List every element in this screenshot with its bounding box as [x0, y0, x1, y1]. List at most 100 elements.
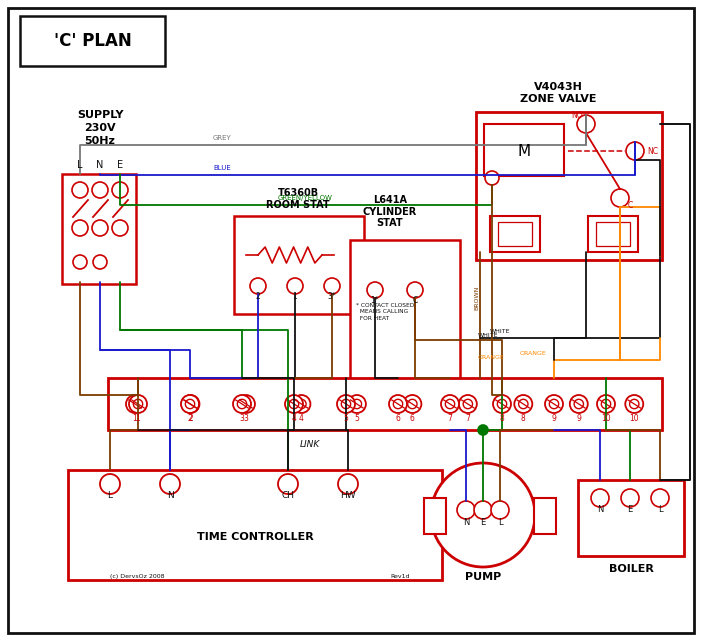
Circle shape	[100, 474, 120, 494]
Bar	[108, 378, 662, 430]
Text: * CONTACT CLOSED
  MEANS CALLING
  FOR HEAT: * CONTACT CLOSED MEANS CALLING FOR HEAT	[356, 303, 414, 321]
Circle shape	[404, 395, 421, 413]
Circle shape	[591, 489, 609, 507]
Circle shape	[341, 399, 351, 409]
Text: 1: 1	[135, 414, 140, 423]
Circle shape	[408, 399, 417, 409]
Text: 2: 2	[187, 414, 192, 423]
Text: C: C	[412, 296, 418, 305]
Circle shape	[72, 220, 88, 236]
Text: 'C' PLAN: 'C' PLAN	[54, 32, 132, 50]
Circle shape	[515, 395, 532, 413]
Circle shape	[651, 489, 669, 507]
Text: GREEN/YELLOW: GREEN/YELLOW	[278, 195, 333, 201]
Circle shape	[297, 399, 306, 409]
Circle shape	[431, 463, 535, 567]
Text: SUPPLY
230V
50Hz: SUPPLY 230V 50Hz	[77, 110, 124, 146]
Circle shape	[250, 278, 266, 294]
Bar	[578, 480, 684, 556]
Circle shape	[338, 474, 358, 494]
Text: BLUE: BLUE	[213, 165, 231, 171]
Bar	[588, 216, 638, 252]
Circle shape	[577, 115, 595, 133]
Circle shape	[478, 425, 488, 435]
Text: N: N	[166, 491, 173, 500]
Circle shape	[126, 395, 144, 413]
Circle shape	[389, 395, 407, 413]
Circle shape	[285, 395, 303, 413]
Text: L: L	[77, 160, 83, 170]
Bar	[234, 216, 364, 314]
Circle shape	[112, 182, 128, 198]
Bar	[596, 222, 630, 246]
Text: 6: 6	[410, 414, 415, 423]
Circle shape	[352, 399, 362, 409]
Text: 8: 8	[521, 414, 526, 423]
Circle shape	[237, 395, 255, 413]
Circle shape	[491, 501, 509, 519]
Text: HW: HW	[340, 491, 356, 500]
Text: Rev1d: Rev1d	[390, 574, 409, 579]
Circle shape	[133, 399, 143, 409]
Text: E: E	[480, 518, 486, 527]
Text: 9: 9	[552, 414, 557, 423]
Text: 5: 5	[343, 414, 348, 423]
Bar	[68, 470, 442, 580]
Bar	[490, 216, 540, 252]
Text: WHITE: WHITE	[478, 333, 498, 338]
Text: 5: 5	[355, 414, 359, 423]
Circle shape	[289, 399, 298, 409]
Text: BROWN: BROWN	[474, 286, 479, 310]
Text: T6360B
ROOM STAT: T6360B ROOM STAT	[266, 188, 330, 210]
Circle shape	[348, 395, 366, 413]
Circle shape	[186, 399, 195, 409]
Text: 10: 10	[601, 414, 611, 423]
Bar	[484, 124, 564, 176]
Text: C: C	[628, 201, 633, 210]
Circle shape	[457, 501, 475, 519]
Text: 4: 4	[291, 414, 296, 423]
Text: ORANGE: ORANGE	[520, 351, 547, 356]
Circle shape	[278, 474, 298, 494]
Circle shape	[441, 395, 459, 413]
Text: 4: 4	[299, 414, 304, 423]
Text: BOILER: BOILER	[609, 564, 654, 574]
Circle shape	[73, 255, 87, 269]
Bar	[350, 240, 460, 388]
Circle shape	[574, 399, 583, 409]
Circle shape	[181, 395, 199, 413]
Circle shape	[324, 278, 340, 294]
Circle shape	[287, 278, 303, 294]
Text: CH: CH	[282, 491, 295, 500]
Bar	[498, 222, 532, 246]
Text: M: M	[517, 144, 531, 158]
Circle shape	[367, 282, 383, 298]
Bar	[476, 112, 662, 260]
Text: NC: NC	[647, 147, 658, 156]
Text: 1*: 1*	[371, 296, 379, 305]
Text: 10: 10	[630, 414, 639, 423]
Circle shape	[241, 399, 251, 409]
Text: 1: 1	[293, 292, 298, 301]
Text: L: L	[658, 505, 662, 514]
Circle shape	[72, 182, 88, 198]
Circle shape	[630, 399, 639, 409]
Circle shape	[474, 501, 492, 519]
Circle shape	[160, 474, 180, 494]
Text: N: N	[597, 505, 603, 514]
Circle shape	[393, 399, 403, 409]
Text: L: L	[107, 491, 112, 500]
Circle shape	[493, 395, 511, 413]
Bar	[534, 498, 556, 534]
Text: E: E	[628, 505, 633, 514]
Circle shape	[237, 399, 246, 409]
Text: 1: 1	[133, 414, 138, 423]
Circle shape	[602, 399, 611, 409]
Circle shape	[131, 399, 140, 409]
Bar	[424, 498, 446, 534]
Circle shape	[92, 220, 108, 236]
Circle shape	[621, 489, 639, 507]
Circle shape	[112, 220, 128, 236]
Bar	[20, 16, 165, 66]
Text: PUMP: PUMP	[465, 572, 501, 582]
